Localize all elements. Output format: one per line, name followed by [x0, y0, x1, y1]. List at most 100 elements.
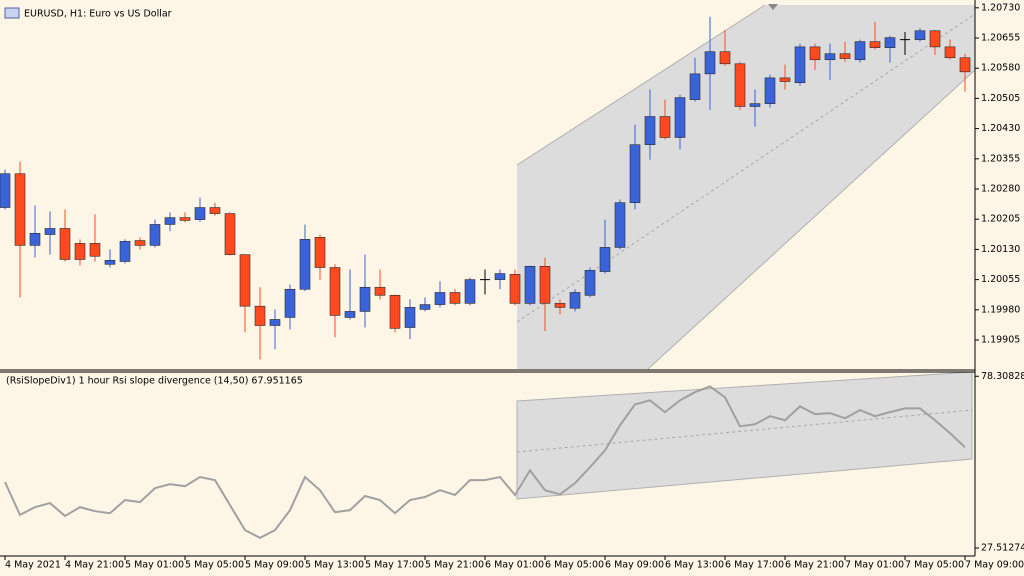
candle-body	[509, 274, 521, 304]
y-tick-label: 1.20055	[981, 274, 1020, 285]
candle-body	[0, 173, 11, 208]
indicator-title: (RsiSlopeDiv1) 1 hour Rsi slope divergen…	[6, 376, 303, 387]
candle-body	[824, 53, 836, 61]
x-tick-label: 6 May 01:00	[485, 560, 544, 571]
candle-body	[674, 97, 686, 138]
candle-body	[644, 116, 656, 146]
candle-body	[239, 254, 251, 307]
candle-body	[584, 270, 596, 296]
candle-body	[614, 202, 626, 248]
candle-body	[539, 266, 551, 304]
rsi-channel	[516, 371, 973, 500]
candle-body	[149, 224, 161, 246]
x-tick-label: 6 May 13:00	[665, 560, 724, 571]
candle-body	[449, 292, 461, 304]
y-tick-label: 1.20580	[981, 63, 1020, 74]
candle-body	[59, 228, 71, 260]
candle-body	[569, 292, 581, 309]
candle-body	[14, 173, 26, 246]
y-tick-label: 78.308285	[981, 371, 1024, 382]
chart-title: EURUSD, H1: Euro vs US Dollar	[24, 9, 172, 20]
candle-body	[119, 241, 131, 262]
x-tick-label: 4 May 21:00	[65, 560, 124, 571]
candle-body	[719, 51, 731, 65]
candle-body	[284, 288, 296, 318]
y-tick-label: 1.20205	[981, 214, 1020, 225]
candle-body	[749, 103, 761, 107]
candle-body	[734, 63, 746, 107]
symbol-icon	[4, 7, 20, 19]
x-tick-label: 7 May 01:00	[845, 560, 904, 571]
y-tick-label: 1.20130	[981, 244, 1020, 255]
candle-body	[419, 304, 431, 310]
x-tick-label: 7 May 09:00	[965, 560, 1024, 571]
y-tick-label: 1.19905	[981, 335, 1020, 346]
y-tick-label: 1.20730	[981, 2, 1020, 13]
x-tick-label: 5 May 01:00	[125, 560, 184, 571]
candle-body	[869, 41, 881, 48]
candle-body	[464, 279, 476, 304]
candle-body	[269, 319, 281, 326]
candle-body	[854, 41, 866, 61]
candle-body	[554, 303, 566, 308]
candle-body	[764, 77, 776, 104]
candle-body	[44, 228, 56, 235]
candle-body	[914, 30, 926, 40]
candle-body	[179, 217, 191, 221]
candle-body	[689, 73, 701, 100]
y-tick-label: 1.20355	[981, 153, 1020, 164]
x-tick-label: 7 May 05:00	[905, 560, 964, 571]
candle-body	[74, 243, 86, 260]
candle-body	[794, 46, 806, 84]
x-tick-label: 4 May 2021	[5, 560, 61, 571]
marker	[768, 4, 778, 10]
candle-body	[524, 266, 536, 304]
rsi-channel-midline	[516, 409, 973, 453]
candle-body	[104, 259, 116, 265]
candle-body	[224, 213, 236, 255]
candle-body	[89, 243, 101, 257]
candle-body	[329, 267, 341, 316]
candle-body	[959, 57, 971, 73]
candle-body	[884, 37, 896, 48]
candle-body	[254, 305, 266, 326]
rsi-line	[4, 385, 966, 540]
candle-body	[134, 240, 146, 246]
y-tick-label: 1.20430	[981, 123, 1020, 134]
candle-body	[704, 51, 716, 75]
x-tick-label: 5 May 13:00	[305, 560, 364, 571]
y-tick-label: 1.20280	[981, 184, 1020, 195]
x-tick-label: 6 May 05:00	[545, 560, 604, 571]
candle-body	[659, 116, 671, 138]
y-tick-label: 27.512745	[981, 543, 1024, 554]
candle-body	[809, 46, 821, 61]
channel-edge	[647, 69, 976, 370]
x-tick-label: 6 May 09:00	[605, 560, 664, 571]
candle-body	[299, 239, 311, 290]
candle-body	[314, 237, 326, 268]
channel-edge	[516, 4, 766, 166]
candle-body	[434, 292, 446, 305]
candle-body	[404, 307, 416, 328]
candle-body	[344, 311, 356, 318]
candle-body	[494, 273, 506, 280]
candle-body	[929, 30, 941, 48]
candle-body	[164, 217, 176, 225]
x-tick-label: 5 May 17:00	[365, 560, 424, 571]
candle-body	[599, 247, 611, 272]
candle-body	[629, 144, 641, 204]
x-tick-label: 6 May 21:00	[785, 560, 844, 571]
x-tick-label: 5 May 21:00	[425, 560, 484, 571]
candle-body	[389, 295, 401, 329]
candle-body	[194, 207, 206, 220]
candle-body	[209, 207, 221, 214]
candle-body	[29, 233, 41, 246]
price-channel	[517, 5, 975, 369]
y-tick-label: 1.20505	[981, 93, 1020, 104]
x-tick-label: 5 May 09:00	[245, 560, 304, 571]
candle-body	[374, 286, 386, 296]
y-tick-label: 1.19980	[981, 304, 1020, 315]
candle-body	[839, 53, 851, 59]
candle-body	[779, 77, 791, 82]
